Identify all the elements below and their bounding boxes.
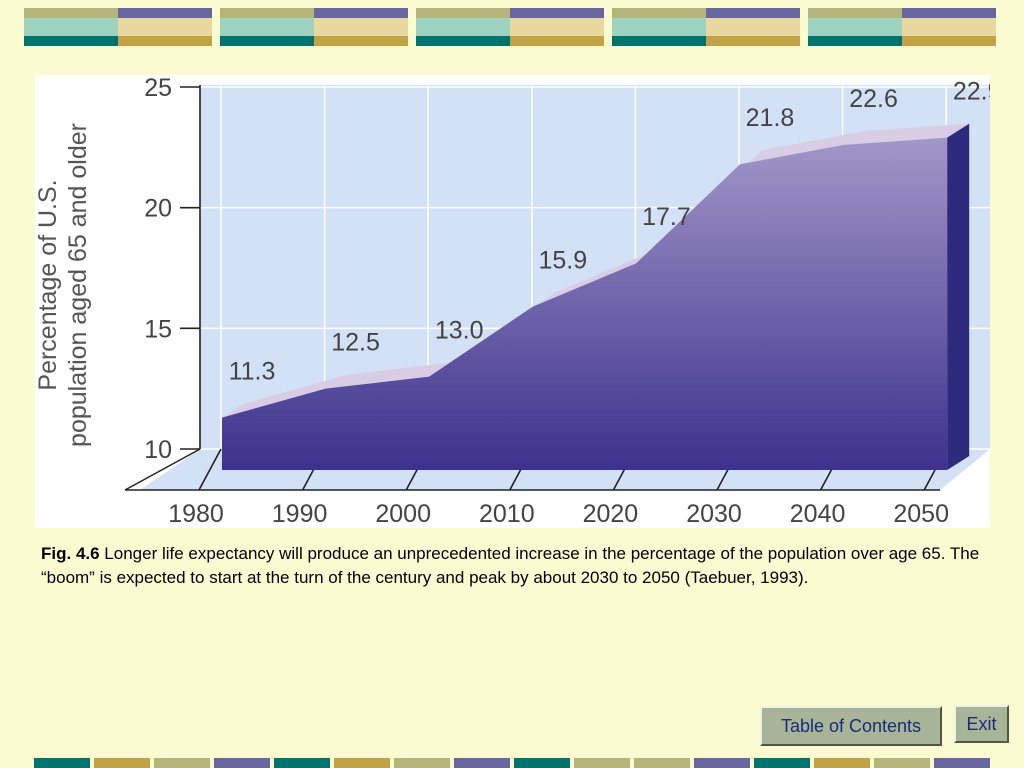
data-label: 13.0 [435,317,484,345]
y-tick-label: 15 [144,315,172,343]
area-series [222,137,948,470]
table-of-contents-button[interactable]: Table of Contents [760,706,942,746]
bottom-decorative-band [34,758,990,768]
chart: 10 15 20 25 1980 1990 2000 2010 2020 2030 2040 2050… [35,75,990,528]
x-tick-label: 2050 [893,500,949,528]
data-label: 11.3 [229,358,276,386]
y-tick-label: 25 [144,75,172,102]
figure-caption: Fig. 4.6 Longer life expectancy will pro… [41,542,991,590]
data-label: 22.9 [953,78,990,106]
banner-block [808,8,996,46]
top-decorative-banner [24,8,998,46]
banner-block [24,8,212,46]
y-axis-title-line2: population aged 65 and older [64,123,92,447]
x-tick-label: 2000 [375,500,431,528]
x-tick-label: 2010 [479,500,535,528]
y-tick-label: 20 [144,195,172,223]
data-label: 21.8 [746,104,795,132]
data-label: 17.7 [642,203,691,231]
x-tick-label: 1990 [272,500,328,528]
x-tick-label: 2040 [790,500,846,528]
banner-block [612,8,800,46]
figure-label: Fig. 4.6 [41,544,100,563]
area-side-face [947,123,970,471]
exit-button[interactable]: Exit [954,705,1009,743]
banner-block [220,8,408,46]
caption-text: Longer life expectancy will produce an u… [41,544,980,587]
data-label: 15.9 [538,247,587,275]
y-axis-title-line1: Percentage of U.S. [35,179,62,390]
y-tick-label: 10 [144,436,172,464]
x-tick-label: 2030 [686,500,742,528]
banner-block [416,8,604,46]
x-axis-depth-line [124,448,201,491]
data-label: 12.5 [331,329,380,357]
data-label: 22.6 [849,85,898,113]
x-tick-label: 1980 [168,500,224,528]
x-tick-label: 2020 [583,500,639,528]
x-tick-mark [198,448,222,491]
